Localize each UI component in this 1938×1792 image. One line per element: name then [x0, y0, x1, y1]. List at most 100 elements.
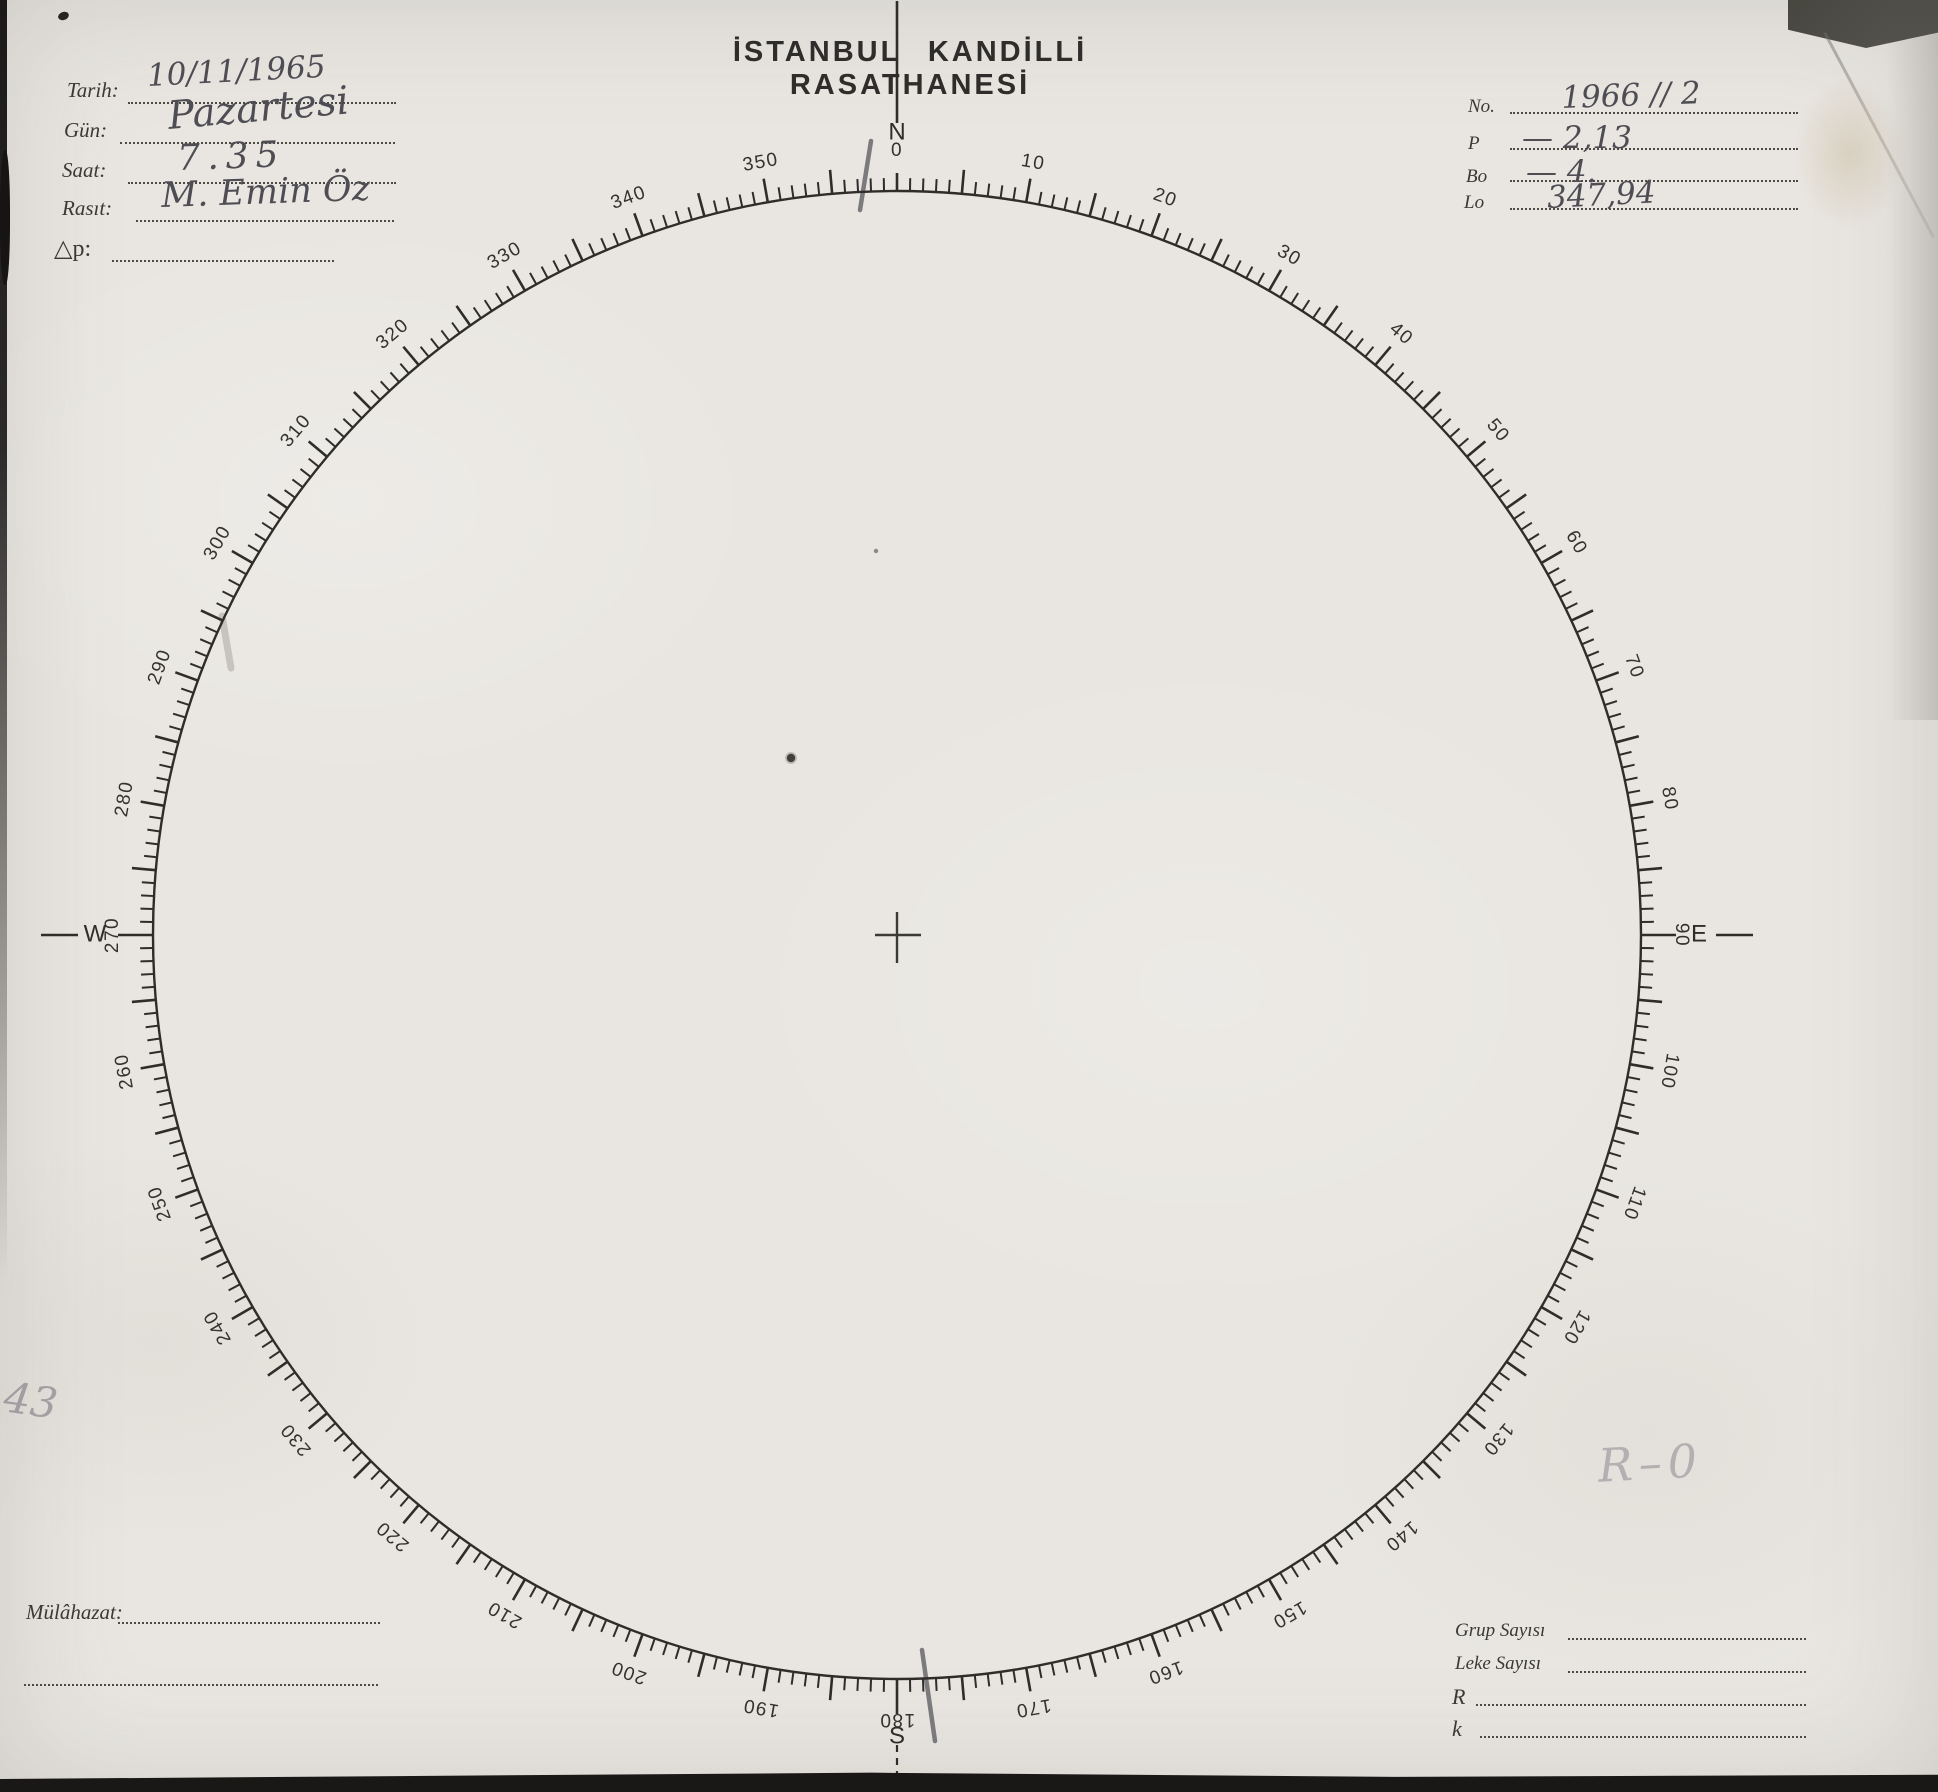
degree-tick: [1570, 1248, 1594, 1261]
degree-tick: [140, 1062, 165, 1070]
field-label-k: k: [1452, 1716, 1462, 1741]
degree-tick: [843, 1677, 847, 1691]
degree-tick: [934, 1677, 938, 1692]
degree-tick: [1198, 1614, 1206, 1627]
degree-tick: [674, 210, 681, 224]
degree-label: 20: [1150, 184, 1180, 212]
degree-label: 80: [1657, 785, 1682, 812]
degree-tick: [1312, 306, 1322, 319]
degree-tick: [1466, 440, 1487, 458]
degree-tick: [1639, 972, 1654, 976]
degree-tick: [725, 197, 731, 211]
degree-tick: [1256, 1585, 1265, 1598]
degree-tick: [529, 1585, 538, 1598]
degree-tick: [1290, 1565, 1299, 1578]
degree-label: 220: [372, 1516, 413, 1555]
degree-tick: [216, 602, 229, 610]
degree-tick: [1636, 1011, 1650, 1016]
paper-speck: [873, 548, 879, 554]
degree-tick: [283, 1371, 296, 1381]
degree-label: 320: [372, 314, 413, 353]
degree-label: 130: [1478, 1419, 1517, 1460]
degree-tick: [1162, 1629, 1170, 1643]
degree-tick: [200, 1248, 224, 1261]
degree-tick: [1527, 1328, 1540, 1337]
pencil-stroke-top: [857, 138, 874, 213]
degree-label: 340: [608, 182, 649, 214]
degree-tick: [351, 408, 363, 419]
degree-tick: [856, 1677, 860, 1692]
degree-tick: [1505, 1360, 1527, 1377]
degree-tick: [777, 1669, 782, 1683]
degree-tick: [283, 489, 296, 499]
degree-tick: [1621, 763, 1635, 769]
field-label-bo: Bo: [1466, 166, 1488, 187]
degree-tick: [1638, 866, 1663, 872]
degree-tick: [1559, 590, 1572, 599]
degree-tick: [674, 1646, 681, 1660]
degree-tick: [154, 734, 179, 744]
degree-tick: [1534, 544, 1547, 553]
degree-label: 60: [1561, 527, 1591, 558]
degree-tick: [1267, 1578, 1283, 1601]
cardinal-label-n: N: [888, 118, 905, 145]
scan-edge-bottom: [0, 1772, 1938, 1792]
degree-tick: [1635, 1024, 1649, 1029]
degree-tick: [687, 207, 693, 221]
degree-tick: [1581, 638, 1595, 646]
degree-tick: [552, 260, 561, 273]
degree-tick: [308, 457, 320, 468]
degree-tick: [141, 985, 155, 989]
degree-tick: [552, 1597, 561, 1610]
degree-tick: [1457, 437, 1469, 448]
pencil-stroke-bottom: [919, 1647, 938, 1744]
degree-tick: [430, 337, 440, 350]
degree-tick: [1267, 269, 1283, 292]
degree-tick: [564, 254, 572, 267]
degree-tick: [1449, 427, 1461, 438]
degree-tick: [169, 1139, 183, 1145]
degree-tick: [472, 1551, 482, 1564]
degree-tick: [960, 1676, 966, 1701]
degree-tick: [1604, 700, 1618, 707]
degree-tick: [140, 800, 165, 808]
stain-top-right: [1793, 78, 1905, 230]
degree-tick: [1540, 549, 1563, 565]
degree-tick: [600, 1619, 608, 1633]
degree-tick: [216, 1260, 229, 1268]
degree-tick: [1591, 662, 1605, 670]
degree-tick: [370, 1469, 381, 1481]
degree-tick: [291, 1381, 304, 1392]
degree-tick: [140, 894, 155, 898]
degree-tick: [790, 1671, 795, 1685]
degree-tick: [624, 1629, 632, 1643]
degree-tick: [1322, 305, 1339, 327]
dotted-line-leke-sayisi: [1568, 1651, 1806, 1673]
degree-tick: [451, 321, 461, 334]
degree-tick: [308, 1402, 320, 1413]
degree-tick: [261, 1339, 274, 1349]
degree-label: 150: [1268, 1596, 1310, 1632]
degree-tick: [662, 1642, 669, 1656]
degree-tick: [1565, 1260, 1578, 1268]
scan-edge-left: [0, 0, 7, 1280]
degree-tick: [399, 363, 410, 375]
degree-tick: [402, 345, 420, 366]
cardinal-label-s: S: [889, 1722, 905, 1749]
degree-tick: [174, 1188, 199, 1199]
degree-tick: [1301, 299, 1311, 312]
degree-tick: [1256, 272, 1265, 285]
degree-tick: [529, 272, 538, 285]
degree-tick: [1520, 1339, 1533, 1349]
degree-tick: [351, 1451, 363, 1462]
degree-tick: [1364, 346, 1375, 358]
degree-tick: [1150, 212, 1161, 237]
degree-tick: [194, 1212, 208, 1220]
field-label-grup-sayisi: Grup Sayısı: [1455, 1620, 1546, 1641]
degree-tick: [1586, 1212, 1600, 1220]
degree-tick: [1333, 1536, 1343, 1549]
degree-tick: [1633, 828, 1647, 833]
degree-tick: [145, 841, 159, 846]
degree-tick: [153, 1075, 167, 1081]
degree-tick: [389, 371, 400, 383]
